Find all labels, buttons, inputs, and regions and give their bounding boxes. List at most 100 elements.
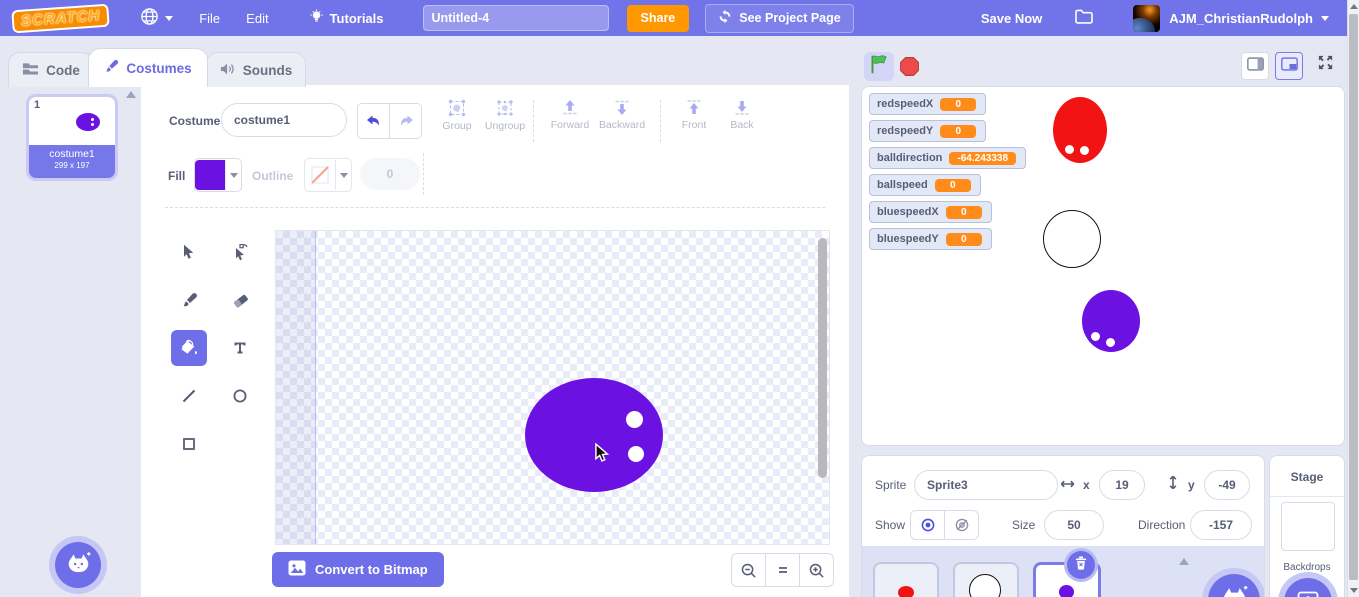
account-name[interactable]: AJM_ChristianRudolph — [1169, 10, 1313, 26]
x-input[interactable] — [1099, 470, 1145, 500]
direction-input[interactable] — [1190, 510, 1252, 540]
brush-icon — [104, 59, 119, 77]
costume-list-scroll-up[interactable] — [126, 91, 136, 98]
small-stage-button[interactable] — [1241, 52, 1269, 80]
monitor-value: 0 — [945, 205, 982, 219]
fullscreen-button[interactable] — [1312, 52, 1338, 78]
tool-reshape[interactable] — [222, 234, 258, 270]
monitor-value: 0 — [945, 232, 982, 246]
monitor-name: bluespeedX — [877, 206, 939, 218]
canvas-zoom-controls — [731, 553, 834, 587]
group-button[interactable]: Group — [431, 99, 483, 132]
sprite-item-circle[interactable] — [953, 562, 1019, 597]
trash-icon — [1075, 555, 1087, 575]
ungroup-label: Ungroup — [484, 120, 526, 132]
scratch-logo[interactable]: SCRATCH — [11, 3, 110, 33]
fill-color-swatch — [195, 160, 225, 190]
scrollbar-down-arrow[interactable] — [1350, 588, 1358, 593]
share-button[interactable]: Share — [626, 4, 690, 32]
tool-brush[interactable] — [171, 282, 207, 318]
front-button[interactable]: Front — [668, 99, 720, 131]
add-costume-button[interactable] — [55, 542, 101, 588]
monitor-value: 0 — [940, 97, 977, 111]
variable-monitor[interactable]: redspeedX 0 — [869, 93, 987, 115]
tool-line[interactable] — [171, 378, 207, 414]
show-visible-button[interactable] — [911, 511, 944, 539]
tool-text[interactable] — [222, 330, 258, 366]
divider — [423, 153, 424, 195]
forward-label: Forward — [550, 119, 590, 131]
variable-monitor[interactable]: redspeedY 0 — [869, 120, 987, 142]
show-hidden-button[interactable] — [944, 511, 978, 539]
tool-rectangle[interactable] — [171, 426, 207, 462]
sprite-name-input[interactable] — [914, 470, 1058, 500]
add-backdrop-button[interactable] — [1284, 578, 1332, 597]
drawn-ellipse[interactable] — [525, 378, 663, 492]
sprite-purple-ball[interactable] — [1082, 290, 1140, 352]
tool-select[interactable] — [171, 234, 207, 270]
tutorials-button[interactable]: Tutorials — [296, 0, 397, 36]
outline-color-picker[interactable] — [304, 158, 352, 192]
see-project-page-button[interactable]: See Project Page — [705, 3, 854, 33]
stage-selector-pane[interactable]: Stage Backdrops — [1269, 455, 1345, 597]
zoom-out-button[interactable] — [732, 554, 765, 586]
zoom-reset-button[interactable] — [765, 554, 799, 586]
forward-button[interactable]: Forward — [544, 99, 596, 131]
language-selector[interactable] — [127, 0, 186, 36]
menu-edit[interactable]: Edit — [246, 10, 269, 26]
my-stuff-button[interactable] — [1061, 0, 1107, 36]
ungroup-icon — [496, 100, 514, 120]
delete-sprite-button[interactable] — [1067, 551, 1095, 579]
sprite-outline-circle[interactable] — [1043, 210, 1101, 268]
fill-color-picker[interactable] — [194, 158, 242, 192]
back-button[interactable]: Back — [716, 99, 768, 131]
account-chevron-down-icon[interactable] — [1321, 15, 1329, 21]
convert-to-bitmap-button[interactable]: Convert to Bitmap — [272, 552, 444, 587]
stage-area[interactable]: redspeedX 0 redspeedY 0 balldirection -6… — [861, 86, 1345, 446]
group-label: Group — [442, 120, 472, 132]
tab-code[interactable]: Code — [8, 52, 94, 87]
stop-button[interactable] — [899, 56, 921, 78]
y-input[interactable] — [1204, 470, 1250, 500]
outline-width-input[interactable]: 0 — [360, 158, 420, 190]
redo-button[interactable] — [389, 104, 421, 138]
variable-monitor[interactable]: ballspeed 0 — [869, 174, 981, 196]
sprite-list-scroll-up[interactable] — [1179, 558, 1189, 565]
window-scrollbar[interactable] — [1347, 0, 1359, 597]
ungroup-button[interactable]: Ungroup — [479, 99, 531, 132]
fullscreen-icon — [1317, 54, 1334, 76]
zoom-in-button[interactable] — [799, 554, 833, 586]
tool-eraser[interactable] — [222, 282, 258, 318]
save-now-button[interactable]: Save Now — [980, 10, 1043, 26]
scrollbar-up-arrow[interactable] — [1350, 4, 1358, 9]
see-project-page-label: See Project Page — [739, 11, 841, 25]
tutorials-label: Tutorials — [329, 10, 384, 26]
sprite-item-red-ball[interactable] — [873, 562, 939, 597]
costume-item-selected[interactable]: 1 costume1 299 x 197 — [26, 94, 118, 181]
menu-file[interactable]: File — [199, 10, 221, 26]
undo-button[interactable] — [358, 104, 389, 138]
sprite-red-ball[interactable] — [1053, 97, 1107, 163]
small-stage-icon — [1246, 56, 1264, 76]
scrollbar-thumb[interactable] — [1349, 14, 1358, 580]
variable-monitor[interactable]: bluespeedX 0 — [869, 201, 992, 223]
sprite-label: Sprite — [875, 478, 907, 492]
tab-sounds[interactable]: Sounds — [206, 52, 306, 87]
variable-monitor[interactable]: balldirection -64.243338 — [869, 147, 1027, 169]
show-label: Show — [875, 518, 906, 532]
backdrop-thumbnail[interactable] — [1281, 502, 1335, 551]
variable-monitor[interactable]: bluespeedY 0 — [869, 228, 992, 250]
size-input[interactable] — [1044, 510, 1104, 540]
backward-button[interactable]: Backward — [596, 99, 648, 131]
tab-costumes[interactable]: Costumes — [88, 48, 208, 87]
green-flag-button[interactable] — [864, 52, 894, 81]
paint-canvas[interactable] — [275, 230, 830, 545]
costume-name-input[interactable] — [221, 103, 347, 137]
add-sprite-button[interactable] — [1208, 574, 1260, 597]
project-title-input[interactable] — [422, 5, 609, 31]
tool-fill[interactable] — [171, 330, 207, 366]
canvas-scrollbar[interactable] — [818, 238, 827, 478]
tool-circle[interactable] — [222, 378, 258, 414]
avatar[interactable] — [1133, 4, 1161, 32]
large-stage-button[interactable] — [1275, 52, 1303, 80]
